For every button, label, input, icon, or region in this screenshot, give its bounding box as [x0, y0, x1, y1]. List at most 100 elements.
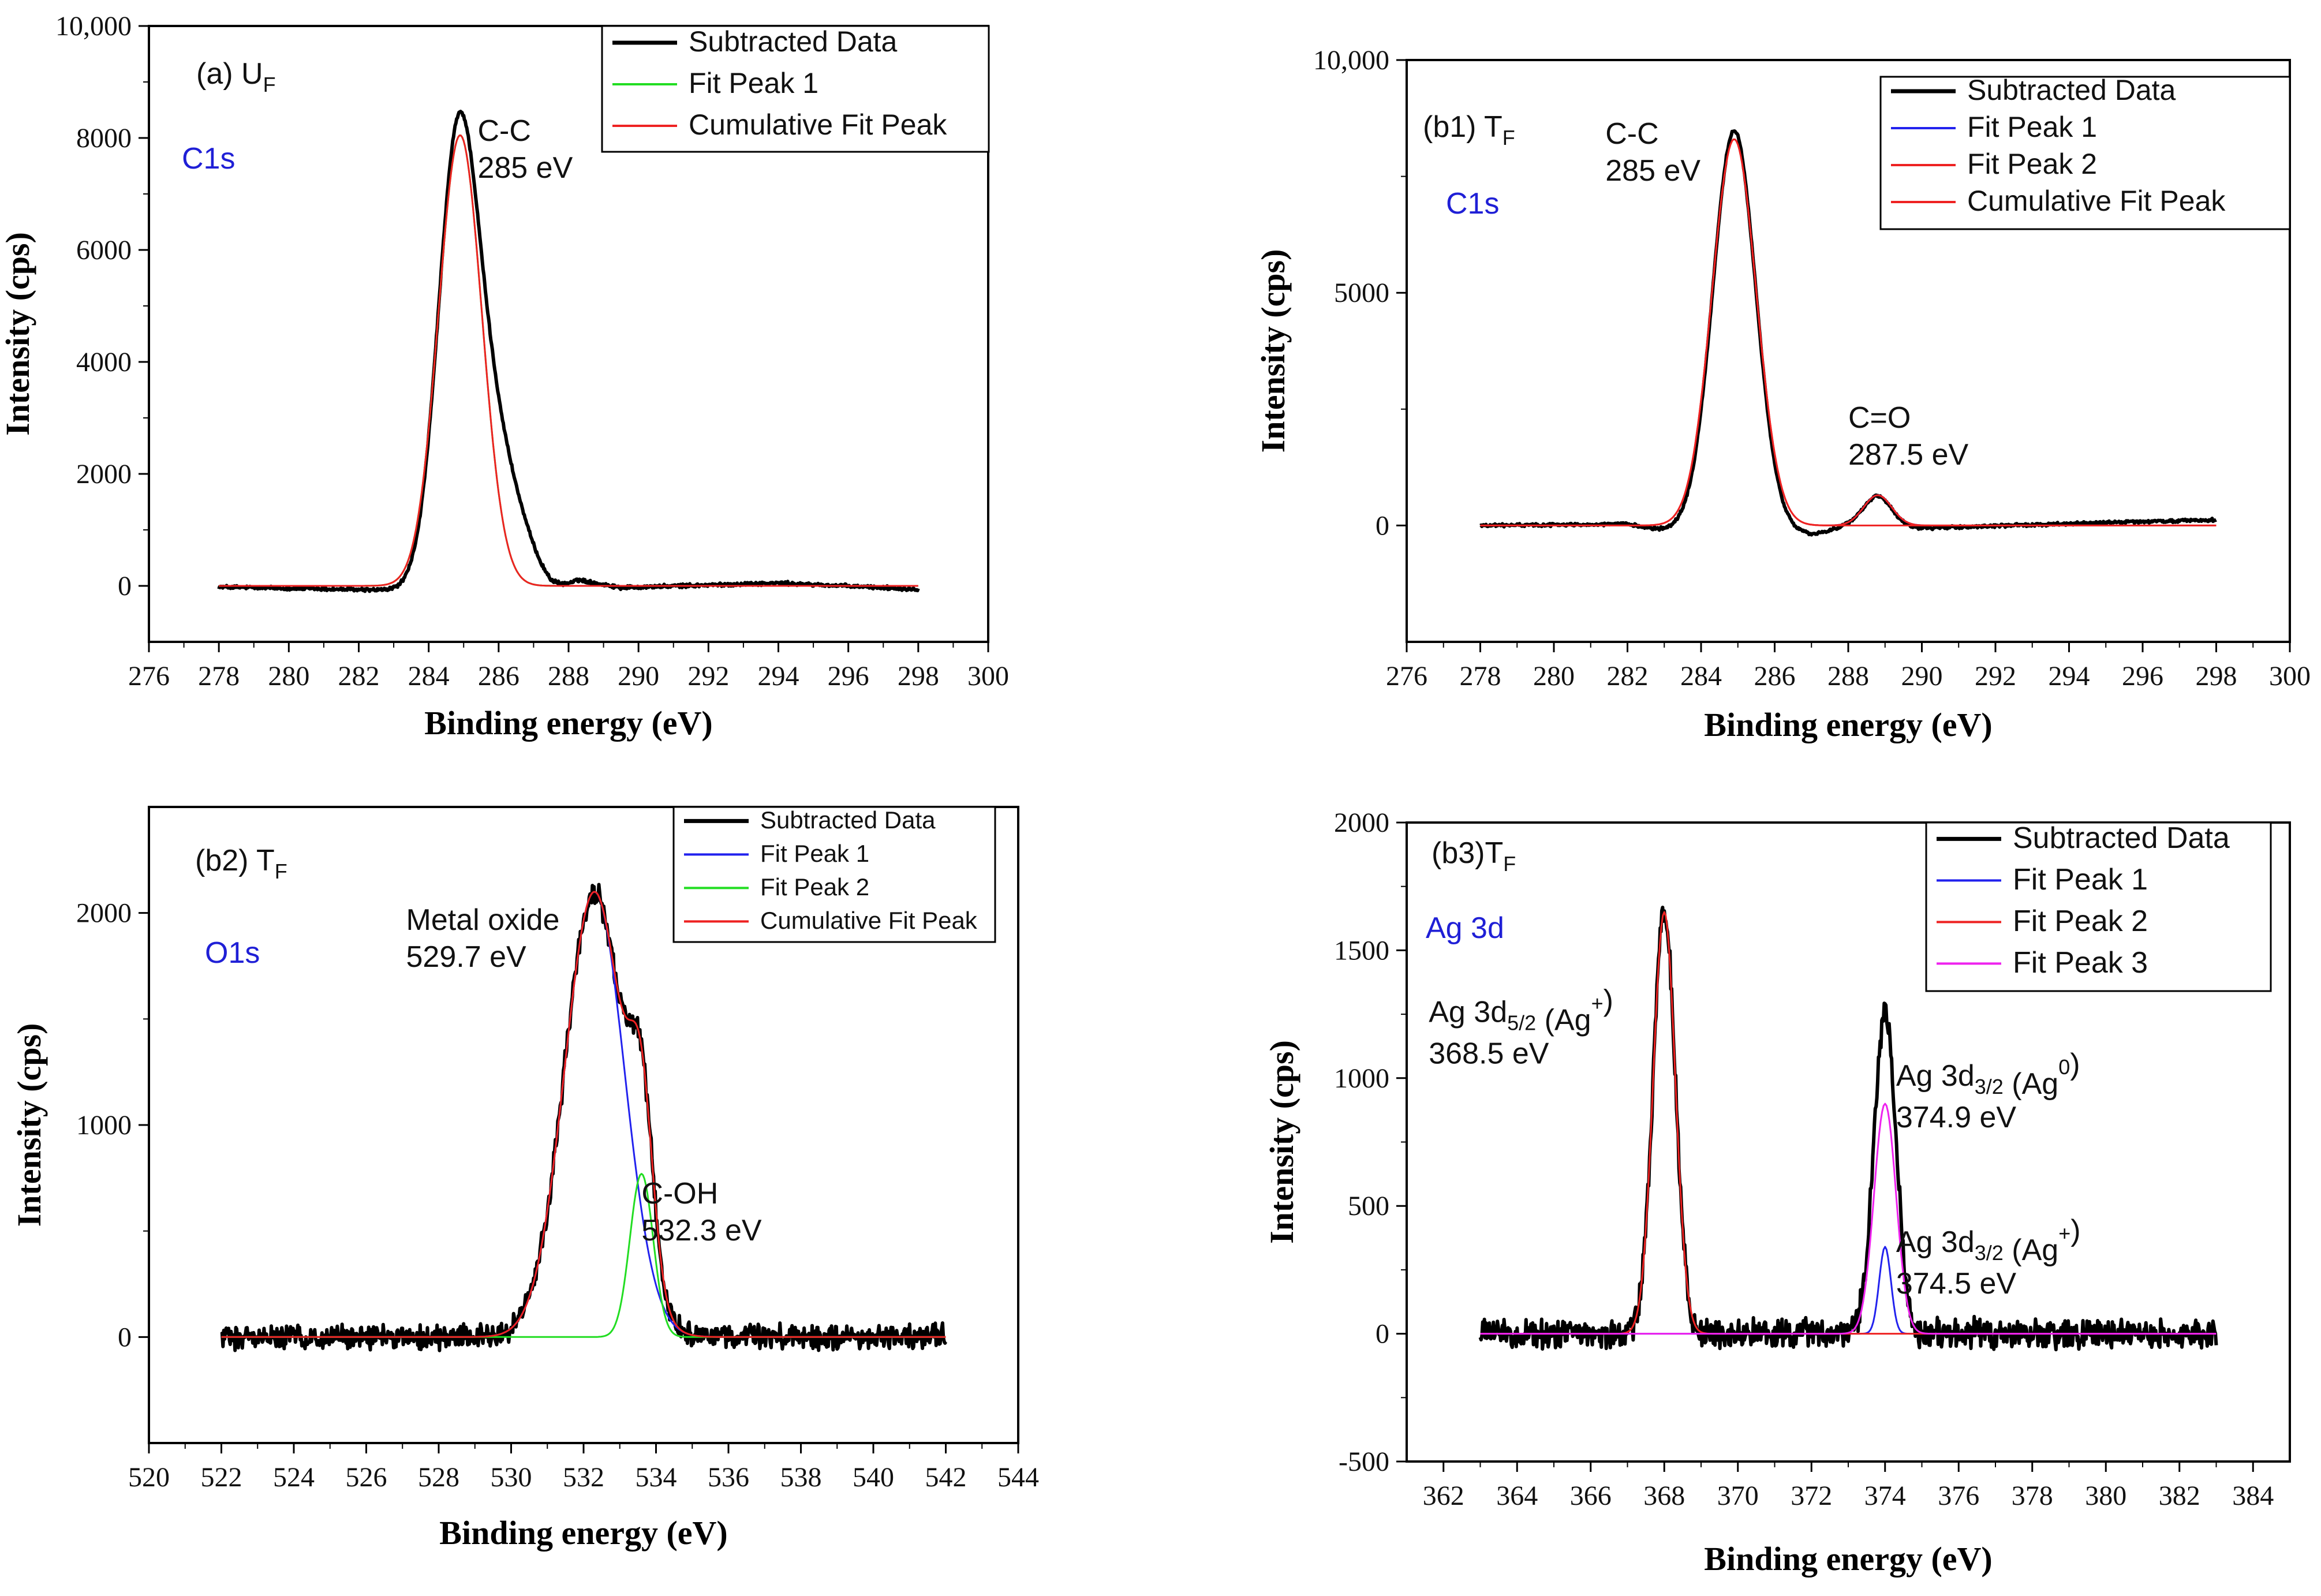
series-cumulative-fit-peak [1480, 139, 2217, 526]
x-tick-label: 300 [967, 661, 1009, 692]
x-tick-label: 284 [1680, 661, 1722, 692]
legend-entry: Fit Peak 1 [1967, 111, 2097, 143]
x-tick-label: 282 [338, 661, 380, 692]
legend-entry: Subtracted Data [2013, 821, 2230, 855]
y-tick-label: 0 [1376, 510, 1389, 541]
chart-panel-a: 276 278 280 282 284 286 288 290 292 294 296 298 300 0… [0, 11, 1009, 742]
x-tick-label: 384 [2232, 1481, 2274, 1511]
x-tick-label: 528 [418, 1462, 459, 1493]
x-tick-label: 544 [997, 1462, 1039, 1493]
series-subtracted-data [1478, 906, 2218, 1352]
x-tick-label: 372 [1791, 1481, 1832, 1511]
x-tick-label: 290 [618, 661, 659, 692]
x-tick-label: 382 [2159, 1481, 2200, 1511]
y-axis-label: Intensity (cps) [0, 232, 36, 436]
peak-annotation-energy: 285 eV [477, 151, 573, 185]
y-axis-label: Intensity (cps) [1263, 1040, 1300, 1244]
y-tick-label: 8000 [76, 123, 132, 154]
x-tick-label: 380 [2085, 1481, 2126, 1511]
x-tick-label: 298 [898, 661, 939, 692]
y-tick-label: 10,000 [1313, 45, 1389, 76]
chart-panel-b2: 520 522 524 526 528 530 532 534 536 538 540 542 544 0… [10, 806, 1039, 1552]
y-tick-label: 6000 [76, 235, 132, 266]
x-axis: 520 522 524 526 528 530 532 534 536 538 540 542 544 [128, 1443, 1039, 1493]
panel-label: (b2) TF [195, 844, 287, 883]
panel-label: (b3)TF [1432, 836, 1516, 876]
x-axis: 362 364 366 368 370 372 374 376 378 380 382 384 [1423, 1462, 2274, 1511]
y-tick-label: 0 [118, 1322, 132, 1352]
legend-entry: Fit Peak 2 [760, 873, 869, 900]
x-axis-label: Binding energy (eV) [1704, 706, 1992, 743]
x-tick-label: 522 [201, 1462, 242, 1493]
legend-box [601, 25, 990, 153]
legend-entry: Fit Peak 2 [2013, 904, 2148, 938]
x-axis: 276 278 280 282 284 286 288 290 292 294 296 298 300 [1386, 642, 2311, 692]
legend-entry: Fit Peak 1 [760, 840, 869, 867]
y-tick-label: 1000 [1334, 1063, 1389, 1094]
series-fit-peak-1 [219, 134, 918, 587]
x-tick-label: 524 [273, 1462, 315, 1493]
series-cumulative-fit-peak [219, 134, 918, 587]
y-axis: 0 5000 10,000 [1313, 45, 1407, 541]
y-axis: 0 2000 4000 6000 8000 10,000 [55, 11, 149, 601]
legend-entry: Fit Peak 3 [2013, 946, 2148, 980]
x-tick-label: 294 [758, 661, 799, 692]
chart-panel-b3: 362 364 366 368 370 372 374 376 378 380 382 384 -500… [1263, 808, 2291, 1578]
series-fit-peak-1 [1829, 494, 1923, 526]
x-tick-label: 366 [1570, 1481, 1612, 1511]
peak-annotation: Metal oxide [406, 903, 560, 937]
series-group [1478, 906, 2218, 1352]
peak-annotation: C-C [477, 114, 530, 148]
y-tick-label: 2000 [76, 459, 132, 489]
x-tick-label: 300 [2269, 661, 2311, 692]
peak-annotation: Ag 3d3/2 (Ag+) [1896, 1214, 2081, 1267]
legend-entry: Subtracted Data [1967, 74, 2176, 106]
x-tick-label: 290 [1901, 661, 1943, 692]
series-group [217, 110, 920, 593]
x-tick-label: 286 [1754, 661, 1796, 692]
core-level-label: Ag 3d [1426, 911, 1504, 945]
legend-entry: Fit Peak 1 [2013, 863, 2148, 896]
peak-annotation-energy: 287.5 eV [1848, 438, 1968, 472]
x-tick-label: 286 [478, 661, 519, 692]
x-tick-label: 538 [780, 1462, 822, 1493]
x-tick-label: 296 [828, 661, 869, 692]
series-subtracted-data [220, 883, 948, 1352]
series-fit-peak-1 [1480, 1246, 2217, 1335]
legend-box [1879, 76, 2291, 230]
x-tick-label: 364 [1496, 1481, 1538, 1511]
series-group [1479, 129, 2218, 537]
x-tick-label: 370 [1717, 1481, 1759, 1511]
core-level-label: C1s [182, 142, 235, 175]
x-tick-label: 540 [853, 1462, 894, 1493]
x-tick-label: 280 [268, 661, 309, 692]
peak-annotation-energy: 374.5 eV [1896, 1267, 2016, 1300]
peak-annotation: Ag 3d3/2 (Ag0) [1896, 1048, 2080, 1101]
x-tick-label: 368 [1643, 1481, 1685, 1511]
x-tick-label: 278 [1460, 661, 1501, 692]
x-axis: 276 278 280 282 284 286 288 290 292 294 296 298 300 [128, 642, 1009, 692]
series-fit-peak-1 [221, 891, 946, 1338]
x-tick-label: 292 [1975, 661, 2016, 692]
panel-label: (b1) TF [1423, 110, 1515, 149]
peak-annotation-energy: 529.7 eV [406, 940, 526, 974]
y-tick-label: 10,000 [55, 11, 132, 42]
legend-entry: Subtracted Data [760, 806, 936, 833]
core-level-label: C1s [1446, 187, 1499, 220]
x-tick-label: 298 [2196, 661, 2237, 692]
panel-label: (a) UF [196, 57, 276, 96]
x-tick-label: 530 [491, 1462, 532, 1493]
legend-entry: Cumulative Fit Peak [689, 109, 947, 141]
series-fit-peak-2 [221, 1173, 946, 1338]
legend: Subtracted Data Fit Peak 1 Fit Peak 2 Cumul… [672, 806, 996, 943]
x-tick-label: 526 [346, 1462, 387, 1493]
x-tick-label: 542 [925, 1462, 967, 1493]
x-tick-label: 288 [1827, 661, 1869, 692]
x-tick-label: 376 [1938, 1481, 1979, 1511]
x-tick-label: 520 [128, 1462, 170, 1493]
legend-entry: Cumulative Fit Peak [1967, 185, 2226, 217]
series-group [220, 883, 948, 1352]
y-tick-label: 1000 [76, 1110, 132, 1141]
x-tick-label: 534 [636, 1462, 677, 1493]
